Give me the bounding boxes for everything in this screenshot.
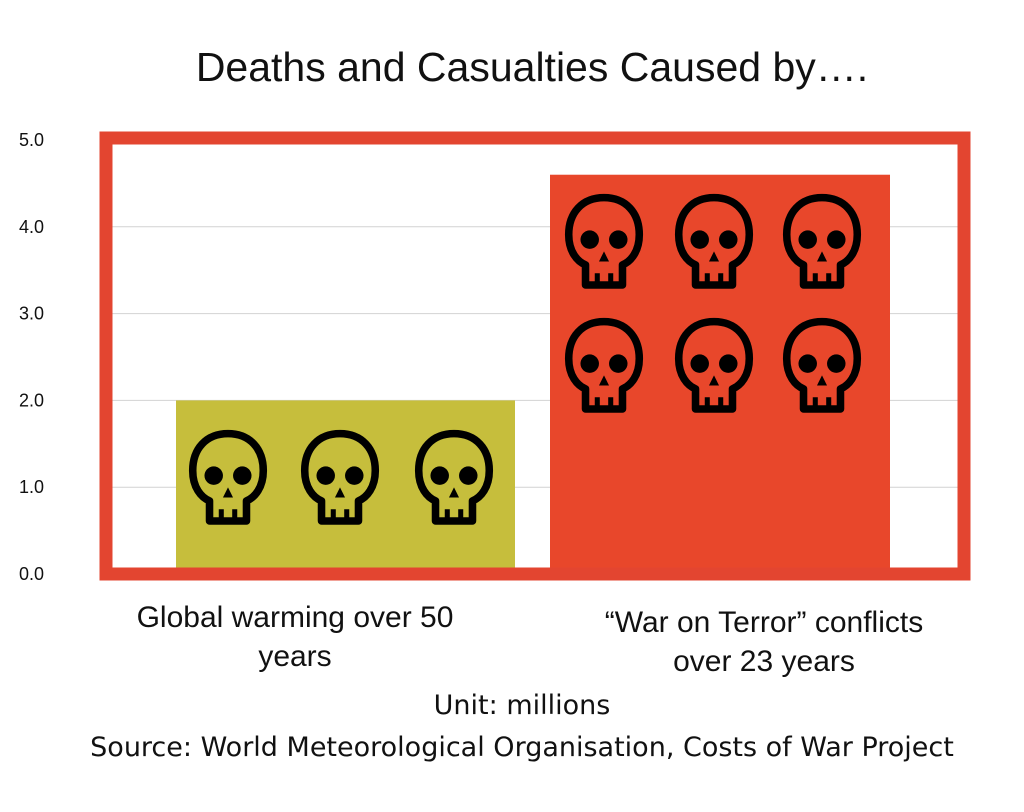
frame-border xyxy=(99,131,971,581)
y-axis-ticks: 0.0 1.0 2.0 3.0 4.0 5.0 xyxy=(19,130,44,584)
y-tick-label: 1.0 xyxy=(19,477,44,497)
x-tick-label: Global warming over 50 years xyxy=(136,601,454,673)
x-tick-label: “War on Terror” conflicts over 23 years xyxy=(604,606,924,678)
y-tick-label: 2.0 xyxy=(19,390,44,410)
y-tick-label: 4.0 xyxy=(19,217,44,237)
unit-note: Unit: millions xyxy=(433,690,611,721)
chart-plot: 0.0 1.0 2.0 3.0 4.0 5.0 xyxy=(19,130,971,584)
bars xyxy=(176,174,890,574)
chart-title: Deaths and Casualties Caused by…. xyxy=(195,44,869,90)
bar xyxy=(176,400,515,574)
y-tick-label: 0.0 xyxy=(19,564,44,584)
plot-frame xyxy=(99,131,971,581)
source-note: Source: World Meteorological Organisatio… xyxy=(90,732,954,763)
y-tick-label: 3.0 xyxy=(19,304,44,324)
y-tick-label: 5.0 xyxy=(19,130,44,150)
